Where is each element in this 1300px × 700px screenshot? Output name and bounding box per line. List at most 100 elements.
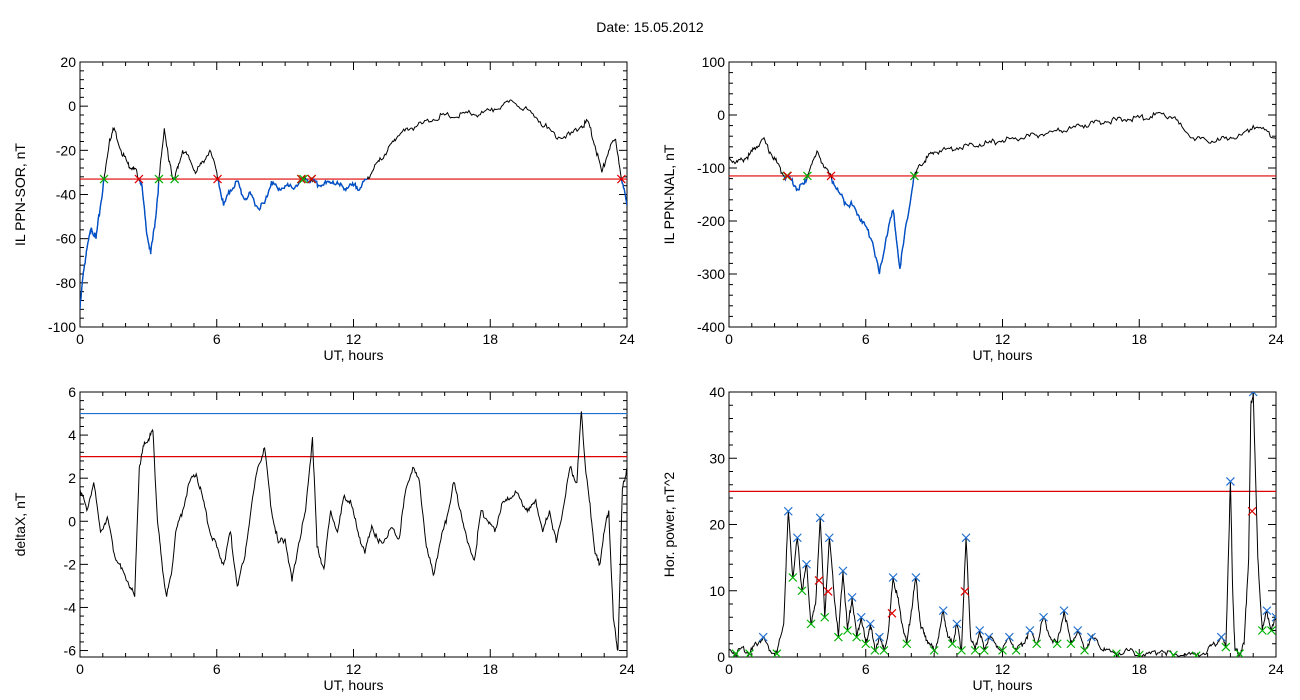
trough-marker-green [745,649,754,657]
crossing-marker-green [802,171,812,181]
y-tick-label: -6 [64,643,77,659]
peak-marker-blue [1225,477,1235,486]
y-tick-label: -400 [697,319,725,335]
x-tick-label: 24 [619,331,635,347]
x-tick-label: 12 [346,331,362,347]
x-tick-label: 18 [1131,331,1147,347]
below-threshold-segment [216,179,302,211]
x-axis-label: UT, hours [324,677,384,693]
trough-marker-green [870,645,880,655]
trough-marker-green [731,649,741,657]
trough-marker-green [1080,645,1089,655]
peak-marker-blue [838,566,848,576]
y-tick-label: 6 [68,384,76,400]
peak-marker-blue [1025,626,1035,635]
trough-marker-green [806,619,816,629]
plot-frame [728,391,1277,658]
trough-marker-green [1169,650,1178,657]
trough-marker-green [1052,639,1062,649]
y-axis-label: deltaX, nT [12,492,28,556]
trough-marker-green [1066,639,1076,649]
x-axis-label: UT, hours [973,677,1033,693]
x-tick-label: 24 [1268,661,1284,677]
plot-frame [728,61,1277,328]
trough-marker-green [998,645,1007,655]
crossing-marker-red [616,174,626,184]
peak-marker-blue [1039,612,1048,622]
peak-marker-blue [938,606,948,616]
plot-area [80,99,627,310]
peak-marker-blue [1216,632,1226,642]
peak-marker-blue [975,626,985,635]
x-tick-label: 24 [1268,331,1284,347]
x-tick-label: 0 [725,331,733,347]
crossing-marker-red [213,174,222,184]
crossing-marker-red [783,171,792,181]
trough-marker-green [979,645,989,655]
peak-marker-blue [888,573,898,582]
peak-marker-red [1247,506,1257,516]
y-axis-label: Hor. power, nT^2 [661,472,677,578]
trough-marker-green [1191,651,1201,657]
x-tick-label: 0 [76,661,84,677]
y-tick-label: 40 [709,384,725,400]
y-tick-label: 30 [709,450,725,466]
x-tick-label: 6 [213,331,221,347]
peak-marker-blue [952,619,962,629]
peak-marker-blue [1248,392,1258,397]
peak-marker-blue [984,632,994,642]
y-tick-label: -100 [697,160,725,176]
peak-marker-red [823,586,833,596]
crossing-marker-red [307,174,317,184]
below-threshold-segment [620,180,627,206]
peak-marker-blue [783,506,793,516]
below-threshold-segment [787,175,808,192]
peak-marker-blue [792,533,802,543]
y-tick-label: 0 [68,98,76,114]
y-tick-label: -300 [697,266,725,282]
peak-marker-blue [856,612,866,622]
y-axis-label: IL PPN-NAL, nT [661,144,677,244]
x-tick-label: 0 [725,661,733,677]
crossing-marker-green [154,174,164,184]
series-line [729,111,1276,275]
y-tick-label: -20 [56,142,76,158]
trough-marker-green [1134,650,1144,657]
trough-marker-green [1257,626,1267,635]
y-tick-label: 0 [717,649,725,665]
trough-marker-green [902,639,912,649]
crossing-marker-green [909,171,919,181]
x-tick-label: 6 [862,331,870,347]
peak-marker-blue [1004,632,1014,642]
trough-marker-green [957,645,966,655]
x-tick-label: 18 [482,661,498,677]
y-tick-label: 100 [702,54,726,70]
x-axis-label: UT, hours [973,347,1033,363]
series-line [729,392,1276,657]
crossing-marker-green [299,174,308,184]
trough-marker-green [1032,639,1042,649]
trough-marker-green [1112,649,1121,657]
y-tick-label: 10 [709,583,725,599]
series-line [80,99,627,310]
x-axis-label: UT, hours [324,347,384,363]
below-threshold-segment [80,179,105,310]
x-tick-label: 6 [862,661,870,677]
y-tick-label: -2 [64,556,77,572]
trough-marker-green [788,573,798,582]
y-tick-label: 20 [709,517,725,533]
y-tick-label: -80 [56,275,76,291]
trough-marker-green [929,645,939,655]
peak-marker-blue [1073,626,1083,635]
y-tick-label: -100 [48,319,76,335]
peak-marker-blue [1059,606,1069,616]
trough-marker-green [820,612,830,622]
y-axis-label: IL PPN-SOR, nT [12,143,28,246]
peak-marker-blue [961,533,971,543]
x-tick-label: 12 [995,661,1011,677]
chart-panel-2: 0 6 12 18 24 -400 -300 -200 -100 0 100 UT, hours IL … [661,54,1284,363]
peak-marker-red [887,608,897,618]
trough-marker-green [861,639,871,649]
series-line [80,411,627,651]
